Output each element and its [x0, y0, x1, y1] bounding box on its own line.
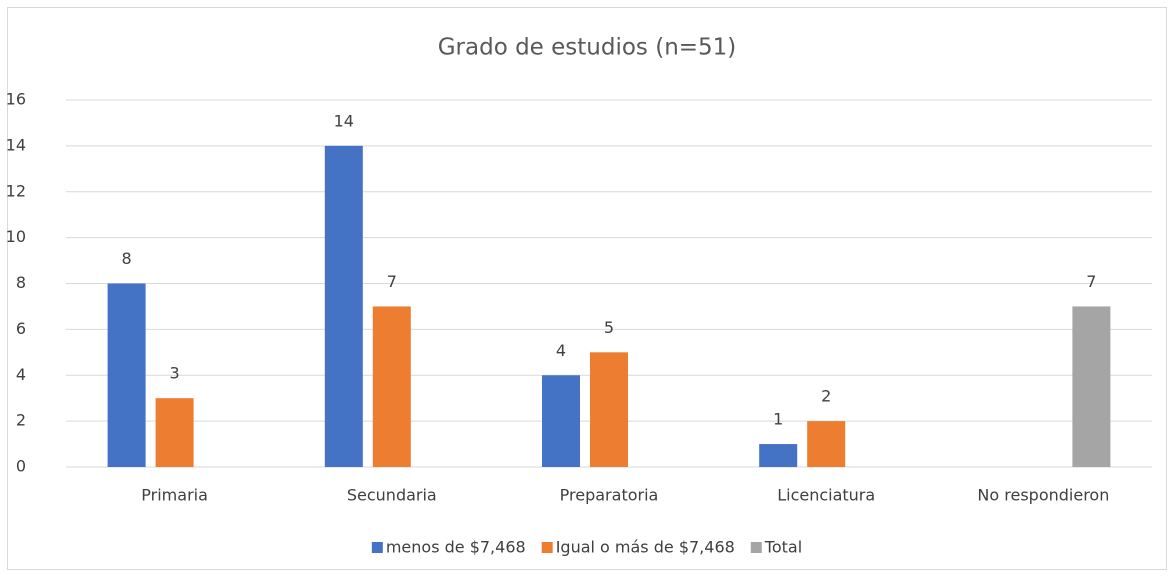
bar [590, 352, 628, 467]
data-label: 14 [334, 111, 354, 130]
chart-border [7, 7, 1167, 570]
bar [1072, 306, 1111, 467]
y-tick-label: 8 [16, 273, 26, 292]
bar [155, 398, 194, 467]
x-tick-label: Preparatoria [560, 486, 659, 505]
bar [807, 421, 846, 467]
x-tick-label: Primaria [141, 486, 208, 505]
x-tick-label: Licenciatura [777, 486, 875, 505]
data-label: 3 [170, 364, 180, 383]
data-label: 7 [1086, 272, 1096, 291]
y-tick-label: 2 [16, 411, 26, 430]
y-tick-label: 14 [6, 135, 26, 154]
data-label: 8 [122, 249, 132, 268]
y-tick-label: 12 [6, 181, 26, 200]
bar [324, 145, 363, 467]
bar [542, 375, 580, 467]
bar [759, 444, 798, 467]
data-label: 4 [556, 341, 566, 360]
legend-label: menos de $7,468 [386, 538, 526, 557]
y-tick-label: 6 [16, 319, 26, 338]
x-tick-label: No respondieron [977, 486, 1109, 505]
y-tick-label: 0 [16, 457, 26, 476]
legend-label: Total [764, 538, 802, 557]
legend-swatch [371, 542, 383, 553]
legend-swatch [541, 542, 553, 553]
bar [372, 306, 411, 467]
data-label: 7 [387, 272, 397, 291]
data-label: 2 [821, 387, 831, 406]
y-tick-label: 10 [6, 227, 26, 246]
chart-title: Grado de estudios (n=51) [438, 35, 737, 61]
x-tick-label: Secundaria [347, 486, 437, 505]
y-tick-label: 16 [6, 90, 26, 109]
data-label: 5 [604, 318, 614, 337]
y-tick-label: 4 [16, 365, 26, 384]
bar [107, 283, 146, 467]
data-label: 1 [773, 410, 783, 429]
legend-label: Igual o más de $7,468 [556, 538, 735, 557]
legend-swatch [750, 542, 762, 553]
